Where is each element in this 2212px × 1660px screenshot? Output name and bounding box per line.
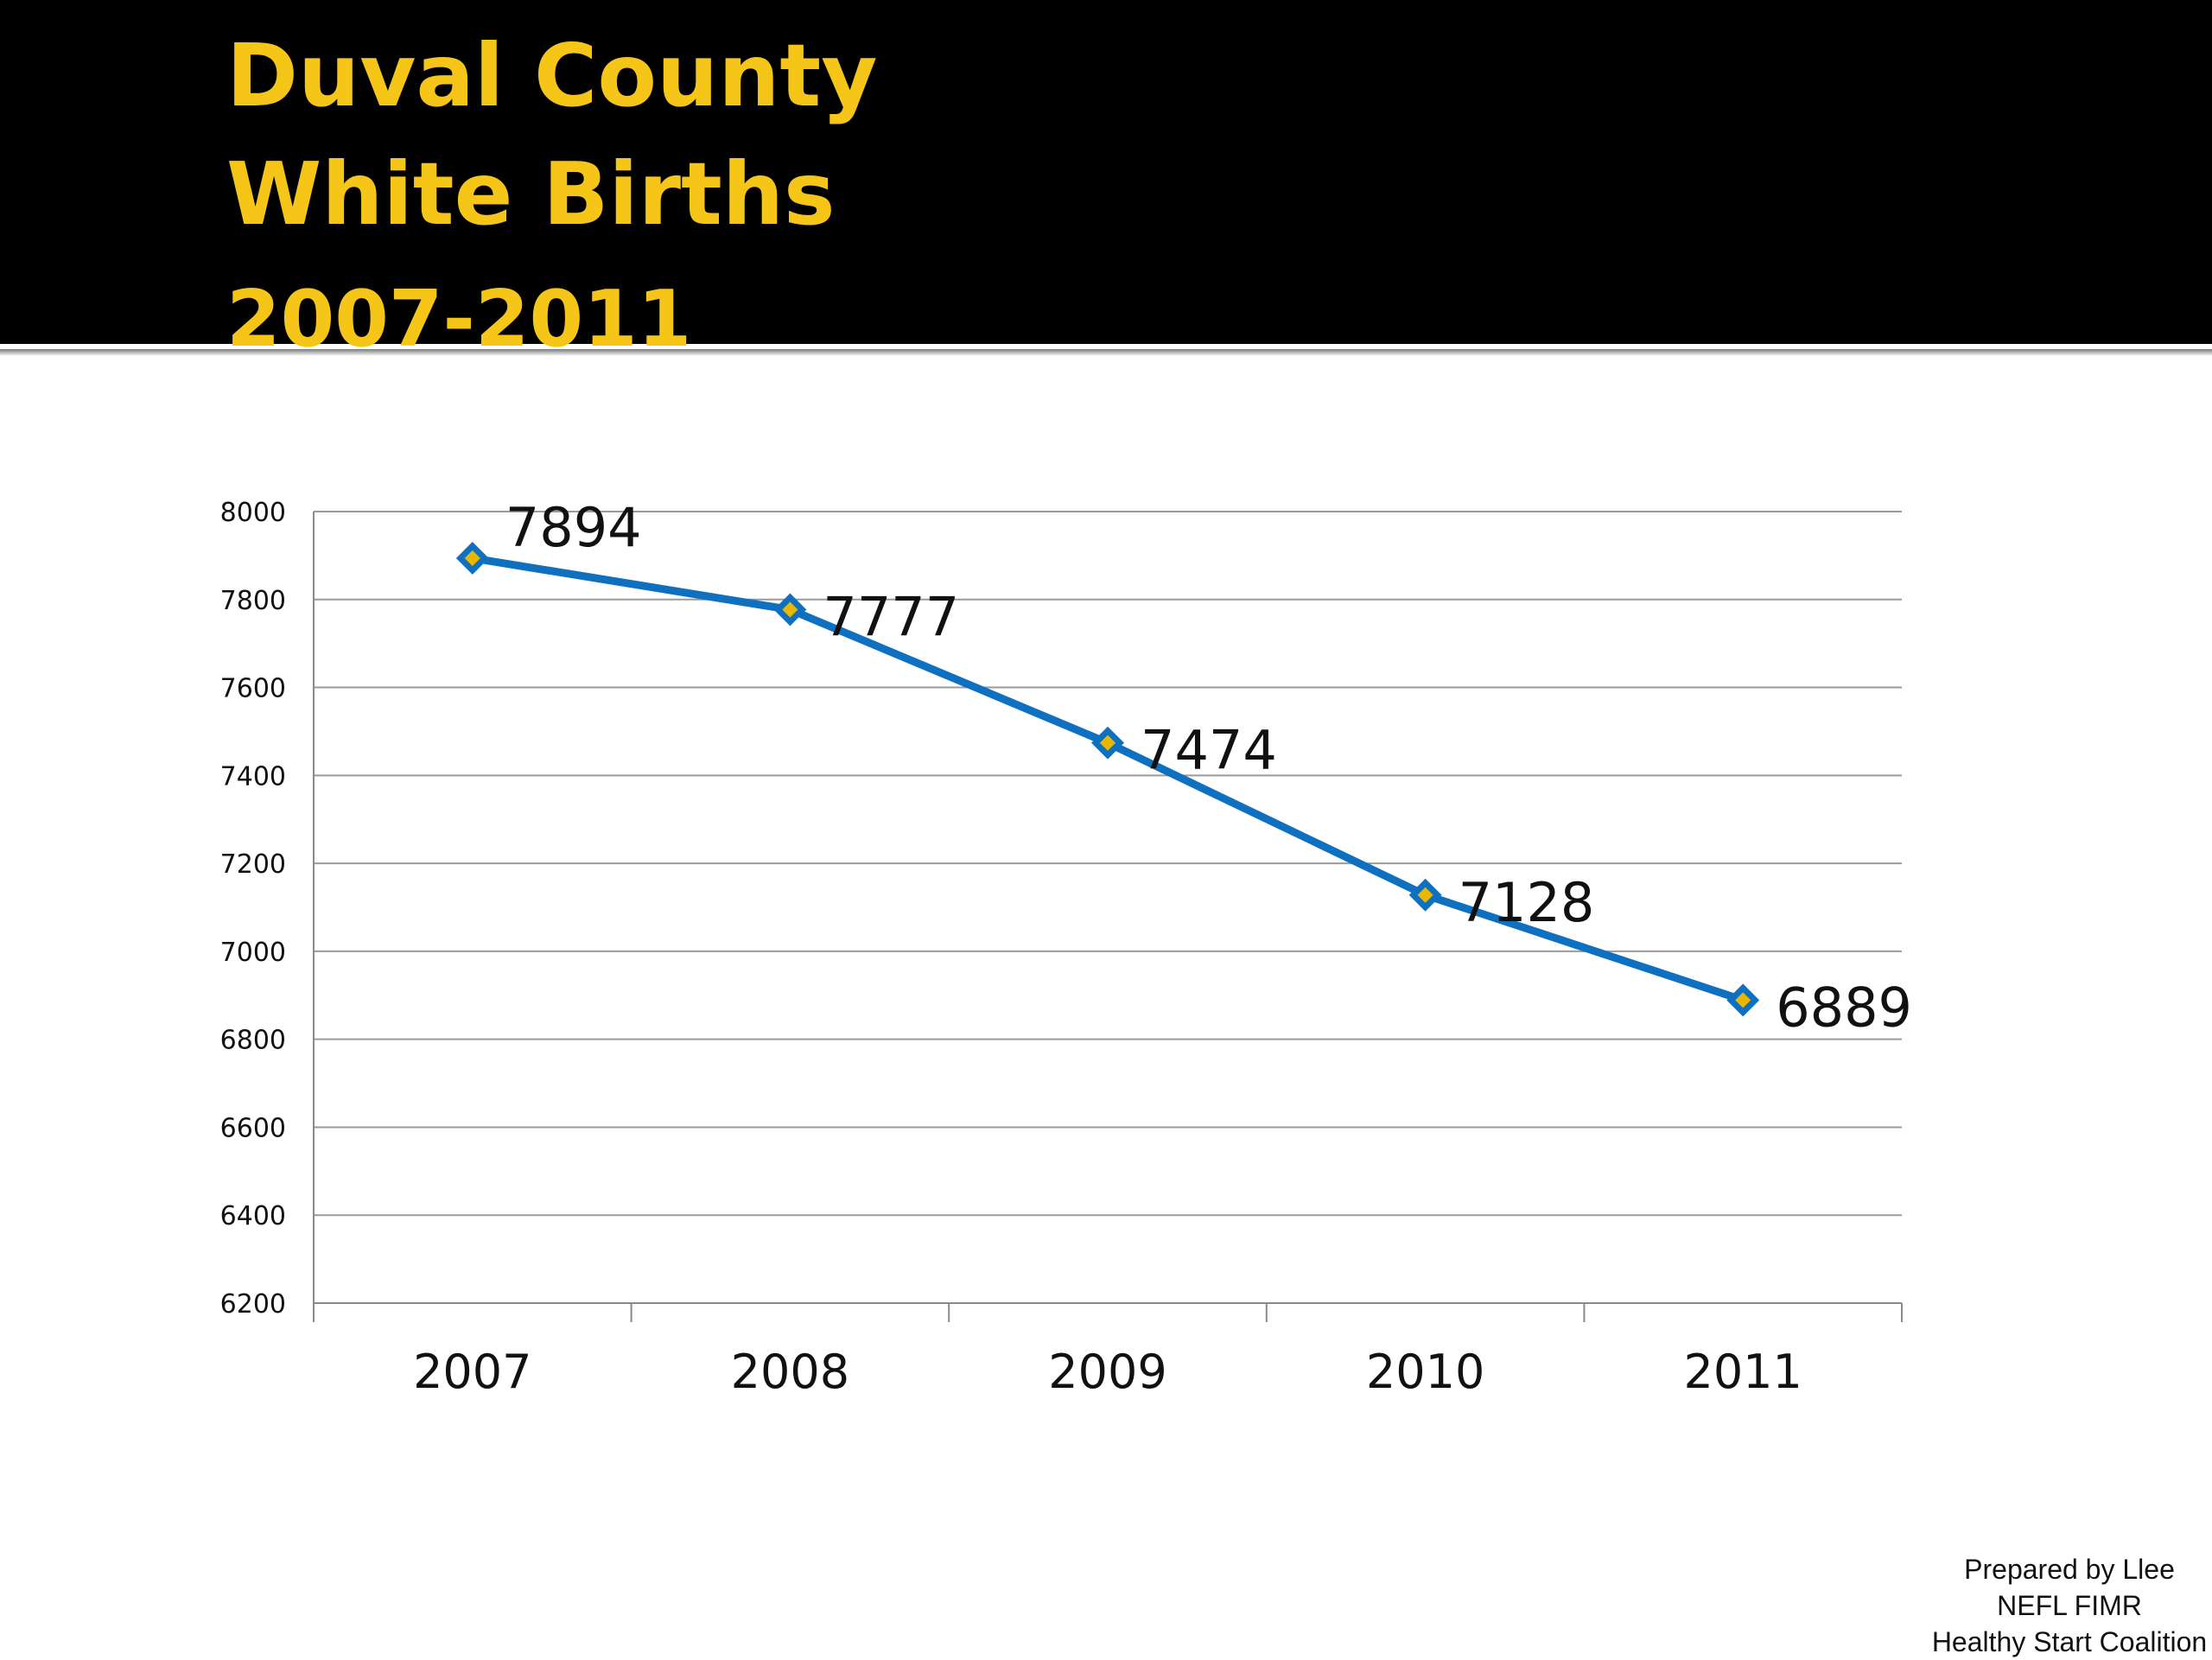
slide-title-line-3: 2007-2011: [226, 274, 692, 365]
data-point-marker: [773, 593, 807, 626]
x-tick-label: 2009: [1048, 1345, 1166, 1399]
data-label: 7128: [1459, 871, 1595, 934]
y-tick-label: 7600: [220, 674, 286, 704]
y-tick-label: 6200: [220, 1289, 286, 1320]
data-label: 7474: [1141, 719, 1277, 782]
y-tick-label: 6600: [220, 1113, 286, 1143]
data-label: 7777: [823, 585, 959, 648]
y-tick-label: 7200: [220, 849, 286, 880]
footer-credits: Prepared by Llee NEFL FIMR Healthy Start…: [1927, 1551, 2212, 1660]
x-tick-label: 2011: [1683, 1345, 1802, 1399]
footer-line-prepared-by: Prepared by Llee: [1964, 1554, 2175, 1585]
data-point-marker: [1408, 878, 1442, 912]
y-tick-label: 7400: [220, 761, 286, 792]
data-label: 7894: [505, 496, 642, 559]
y-tick-label: 6800: [220, 1026, 286, 1056]
data-point-marker: [1091, 726, 1124, 760]
y-tick-label: 8000: [220, 498, 286, 528]
y-tick-label: 6400: [220, 1201, 286, 1231]
y-tick-label: 7000: [220, 938, 286, 968]
slide-title-line-1: Duval County: [226, 25, 878, 126]
data-point-marker: [455, 541, 489, 575]
slide-title-line-2: White Births: [226, 143, 836, 245]
data-label: 6889: [1776, 976, 1912, 1039]
x-tick-label: 2007: [413, 1345, 531, 1399]
data-point-marker: [1726, 983, 1760, 1017]
footer-line-org: NEFL FIMR: [1997, 1590, 2142, 1621]
x-tick-label: 2010: [1366, 1345, 1484, 1399]
y-tick-label: 7800: [220, 586, 286, 616]
header-divider: [0, 349, 2212, 356]
slide-header: [0, 0, 2212, 344]
x-tick-label: 2008: [731, 1345, 849, 1399]
footer-line-coalition: Healthy Start Coalition: [1931, 1626, 2208, 1657]
